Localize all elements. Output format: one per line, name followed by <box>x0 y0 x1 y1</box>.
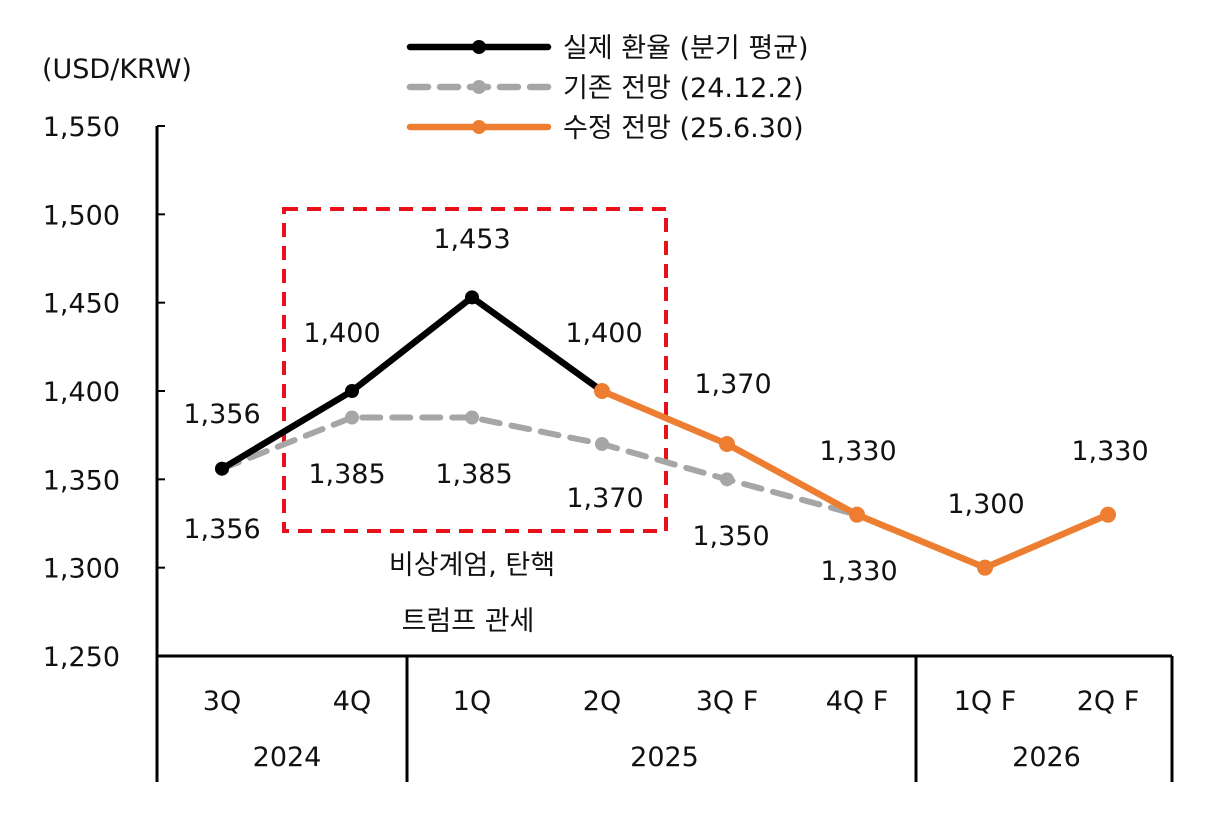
x-tick-label: 3Q F <box>696 686 759 717</box>
series-1-point <box>465 410 479 425</box>
year-label-2024: 2024 <box>253 742 322 773</box>
x-tick-label: 1Q F <box>954 686 1017 717</box>
data-label-series-1: 1,370 <box>566 483 643 514</box>
data-label-series-0: 1,400 <box>303 318 380 349</box>
legend-marker-1 <box>472 80 486 94</box>
data-label-series-1: 1,350 <box>692 521 769 552</box>
y-tick-label: 1,450 <box>43 289 120 320</box>
data-label-series-2: 1,330 <box>1071 436 1148 467</box>
legend-label-2: 수정 전망 (25.6.30) <box>563 113 804 144</box>
series-0-point <box>345 384 359 398</box>
y-tick-label: 1,300 <box>43 554 120 585</box>
series-layer <box>215 290 1116 576</box>
annotation-text-line-1: 비상계엄, 탄핵 <box>389 550 555 581</box>
x-tick-label: 3Q <box>203 686 241 717</box>
series-0-point <box>215 461 229 476</box>
series-1-point <box>345 410 359 425</box>
y-unit-label: (USD/KRW) <box>42 54 192 85</box>
x-tick-label: 1Q <box>453 686 491 717</box>
data-label-layer: 1,356 1,400 1,453 1,400 1,356 1,385 1,385 1,370… <box>183 224 1148 587</box>
data-label-series-2: 1,330 <box>819 436 896 467</box>
legend-marker-0 <box>472 40 486 54</box>
series-line-2 <box>598 387 1112 571</box>
data-label-series-2: 1,370 <box>694 369 771 400</box>
legend-marker-2 <box>472 120 486 134</box>
data-label-series-2: 1,300 <box>947 489 1024 520</box>
axis-layer: 2024 2025 2026 1,250 1,300 1,350 1,400 1,450 1,5… <box>42 54 1174 782</box>
series-2-point <box>594 383 610 399</box>
series-1-point <box>720 472 734 487</box>
data-label-series-0: 1,400 <box>565 318 642 349</box>
data-label-series-0: 1,356 <box>183 399 260 430</box>
annotation-text-line-2: 트럼프 관세 <box>402 606 535 637</box>
series-line-0 <box>218 294 606 472</box>
data-label-series-1: 1,330 <box>820 556 897 587</box>
year-label-2025: 2025 <box>630 742 699 773</box>
y-tick-label: 1,400 <box>43 377 120 408</box>
annotation-box <box>282 207 668 533</box>
y-tick-label: 1,550 <box>43 112 120 143</box>
series-line-1 <box>219 414 860 518</box>
data-label-series-0: 1,453 <box>433 224 510 255</box>
legend-label-0: 실제 환율 (분기 평균) <box>563 33 809 64</box>
x-tick-label: 4Q <box>333 686 371 717</box>
series-2-point <box>849 506 865 523</box>
x-tick-label: 2Q <box>583 686 621 717</box>
series-2-point <box>977 559 993 576</box>
x-tick-label: 2Q F <box>1077 686 1140 717</box>
data-label-series-1: 1,385 <box>308 459 385 490</box>
y-tick-label: 1,250 <box>43 642 120 673</box>
y-tick-label: 1,500 <box>43 200 120 231</box>
legend-label-1: 기존 전망 (24.12.2) <box>563 73 804 104</box>
year-label-2026: 2026 <box>1012 742 1081 773</box>
series-1-point <box>595 437 609 451</box>
legend: 실제 환율 (분기 평균) 기존 전망 (24.12.2) 수정 전망 (25.6.… <box>406 33 809 144</box>
data-label-series-1: 1,356 <box>183 514 260 545</box>
series-2-point <box>719 436 735 452</box>
y-tick-label: 1,350 <box>43 465 120 496</box>
series-0-point <box>465 290 479 305</box>
series-2-point <box>1100 506 1116 523</box>
x-tick-label: 4Q F <box>826 686 889 717</box>
data-label-series-1: 1,385 <box>435 459 512 490</box>
